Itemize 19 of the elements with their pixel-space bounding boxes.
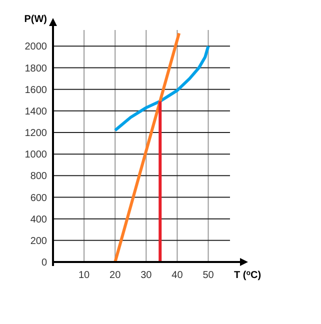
y-tick-label: 1600 [24, 84, 48, 96]
y-tick-label: 400 [30, 214, 48, 226]
x-tick-label: 10 [78, 270, 90, 281]
x-tick-label: 50 [202, 270, 214, 281]
x-tick-label: 30 [140, 270, 152, 281]
y-tick-label: 1200 [24, 128, 48, 140]
y-tick-label: 600 [30, 192, 48, 204]
y-axis-title: P(W) [24, 14, 47, 25]
y-tick-label: 2000 [24, 42, 48, 53]
y-tick-label: 0 [41, 258, 48, 268]
y-tick-label: 200 [30, 236, 48, 247]
y-tick-label: 1800 [24, 63, 48, 74]
x-tick-label: 40 [172, 270, 184, 281]
line-series [114, 44, 210, 132]
y-tick-label: 1000 [24, 150, 48, 161]
x-tick-label: 20 [110, 270, 122, 281]
y-tick-label: 1400 [24, 106, 48, 118]
x-axis-title: T ($^{o}$C) [234, 270, 262, 281]
y-tick-label: 800 [30, 171, 48, 182]
